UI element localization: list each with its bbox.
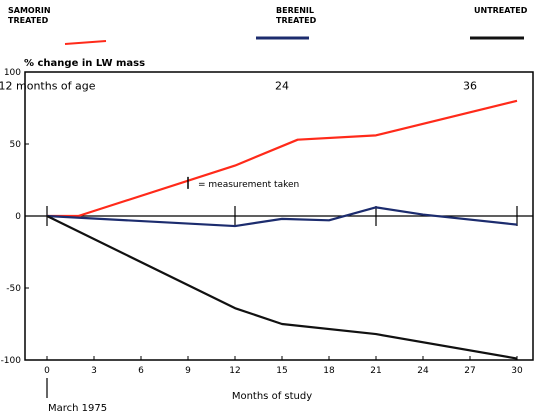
x-tick-label: 24 (417, 366, 429, 376)
x-tick-label: 6 (138, 366, 144, 376)
age-label: 36 (463, 79, 477, 92)
y-axis: -100 -50 0 50 100 (1, 68, 29, 366)
age-markers (46, 206, 518, 226)
series-line (46, 215, 518, 360)
y-tick-label: 100 (4, 68, 21, 78)
legend-samorin-label-1: SAMORIN (8, 6, 51, 15)
x-tick-label: 9 (185, 366, 191, 376)
legend: SAMORIN TREATED BERENIL TREATED UNTREATE… (8, 6, 528, 45)
legend-untreated-label-2: UNTREATED (474, 6, 528, 15)
annotation-text: = measurement taken (198, 180, 299, 190)
age-label: 24 (275, 79, 289, 92)
y-tick-label: 0 (15, 212, 21, 222)
age-labels: 12 months of age 24 36 (0, 79, 477, 92)
legend-berenil-label-1: BERENIL (276, 6, 314, 15)
x-tick-label: 21 (370, 366, 381, 376)
series-lines (46, 99, 518, 360)
y-tick-label: -100 (1, 356, 22, 366)
x-tick-label: 18 (323, 366, 335, 376)
x-tick-label: 12 (229, 366, 240, 376)
legend-samorin-swatch (64, 40, 107, 45)
series-line (47, 99, 518, 218)
x-axis: 0 3 6 9 12 15 18 21 24 27 30 (44, 356, 523, 376)
y-tick-label: -50 (6, 284, 21, 294)
age-label: 12 months of age (0, 79, 96, 92)
legend-berenil-label-2: TREATED (276, 16, 317, 25)
x-tick-label: 0 (44, 366, 50, 376)
x-tick-label: 27 (464, 366, 475, 376)
legend-samorin-label-2: TREATED (8, 16, 49, 25)
y-axis-title: % change in LW mass (24, 58, 145, 69)
x-tick-label: 30 (511, 366, 523, 376)
series-line (46, 206, 518, 228)
start-label: March 1975 (48, 403, 107, 414)
x-axis-title: Months of study (232, 391, 312, 402)
y-tick-label: 50 (10, 140, 22, 150)
x-tick-label: 3 (91, 366, 97, 376)
x-tick-label: 15 (276, 366, 287, 376)
